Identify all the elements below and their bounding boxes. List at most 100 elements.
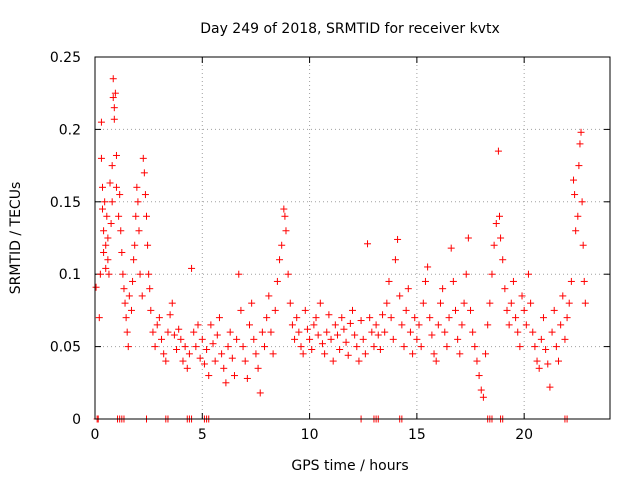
- data-point: [185, 350, 193, 358]
- data-point: [318, 340, 326, 348]
- tick-marks: [94, 56, 610, 420]
- data-point: [419, 299, 427, 307]
- data-point: [213, 331, 221, 339]
- data-point: [215, 314, 223, 322]
- data-point: [383, 299, 391, 307]
- data-point: [271, 306, 279, 314]
- data-point: [282, 227, 290, 235]
- data-point: [110, 115, 118, 123]
- data-point: [550, 306, 558, 314]
- data-point: [503, 306, 511, 314]
- data-point: [109, 94, 117, 102]
- data-point: [124, 343, 132, 351]
- data-point: [520, 306, 528, 314]
- data-point: [374, 331, 382, 339]
- x-tick-label: 5: [198, 427, 207, 443]
- data-point: [404, 285, 412, 293]
- data-point: [308, 345, 316, 353]
- data-point: [417, 343, 425, 351]
- x-tick-label: 10: [301, 427, 319, 443]
- data-point: [200, 360, 208, 368]
- data-point: [411, 314, 419, 322]
- data-point: [168, 299, 176, 307]
- data-point: [402, 306, 410, 314]
- data-point: [102, 264, 110, 272]
- data-point: [310, 321, 318, 329]
- data-point: [175, 325, 183, 333]
- data-point: [535, 364, 543, 372]
- y-tick-label: 0.15: [50, 195, 81, 211]
- data-point: [492, 220, 500, 228]
- data-point: [230, 372, 238, 380]
- data-point: [111, 89, 119, 97]
- data-point: [467, 306, 475, 314]
- data-point: [218, 350, 226, 358]
- data-point: [421, 277, 429, 285]
- data-point: [132, 212, 140, 220]
- data-point: [580, 277, 588, 285]
- data-point: [130, 256, 138, 264]
- data-point: [100, 248, 108, 256]
- data-point: [394, 235, 402, 243]
- data-point: [336, 345, 344, 353]
- data-point: [349, 306, 356, 314]
- data-point: [235, 270, 243, 278]
- data-point: [122, 314, 130, 322]
- data-point: [501, 285, 509, 293]
- data-point: [381, 328, 389, 336]
- data-point: [340, 325, 348, 333]
- data-point: [146, 285, 154, 293]
- data-point: [258, 328, 266, 336]
- data-point: [110, 104, 118, 112]
- data-point: [209, 340, 217, 348]
- data-point: [133, 183, 141, 191]
- data-point: [117, 227, 125, 235]
- data-point: [563, 314, 571, 322]
- data-point: [97, 154, 105, 162]
- data-point: [548, 328, 556, 336]
- data-point: [108, 198, 116, 206]
- y-tick-labels: 0 0.05 0.1 0.15 0.2 0.25: [50, 50, 81, 428]
- data-point: [116, 191, 124, 199]
- data-point: [153, 321, 161, 329]
- y-tick-label: 0.25: [50, 50, 81, 66]
- x-tick-label: 15: [408, 427, 426, 443]
- data-point: [241, 357, 249, 365]
- data-point: [256, 389, 264, 397]
- data-point: [376, 345, 384, 353]
- data-point: [357, 317, 365, 325]
- data-point: [355, 357, 363, 365]
- plot-frame: [94, 56, 611, 420]
- data-point: [140, 169, 148, 177]
- data-point: [177, 335, 185, 343]
- data-point: [293, 314, 301, 322]
- data-point: [361, 350, 369, 358]
- data-point: [512, 314, 520, 322]
- data-point: [226, 328, 234, 336]
- data-point: [198, 335, 206, 343]
- data-point: [432, 357, 440, 365]
- data-point: [143, 212, 150, 220]
- data-point: [139, 154, 147, 162]
- data-point: [188, 264, 196, 272]
- data-point: [125, 292, 133, 300]
- data-point: [316, 299, 324, 307]
- x-tick-labels: 0 5 10 15 20: [91, 427, 534, 443]
- data-point: [160, 350, 168, 358]
- data-point: [291, 335, 299, 343]
- data-point: [546, 383, 554, 391]
- data-point: [447, 244, 455, 252]
- data-point: [370, 343, 378, 351]
- data-point: [118, 248, 126, 256]
- data-point: [577, 128, 585, 136]
- data-point: [301, 306, 309, 314]
- data-point: [484, 321, 492, 329]
- y-tick-label: 0: [72, 412, 81, 428]
- data-point: [129, 277, 137, 285]
- data-point: [575, 162, 583, 170]
- data-point: [228, 354, 236, 362]
- data-point: [121, 299, 129, 307]
- data-point: [254, 364, 262, 372]
- data-point: [516, 343, 524, 351]
- data-point: [100, 227, 108, 235]
